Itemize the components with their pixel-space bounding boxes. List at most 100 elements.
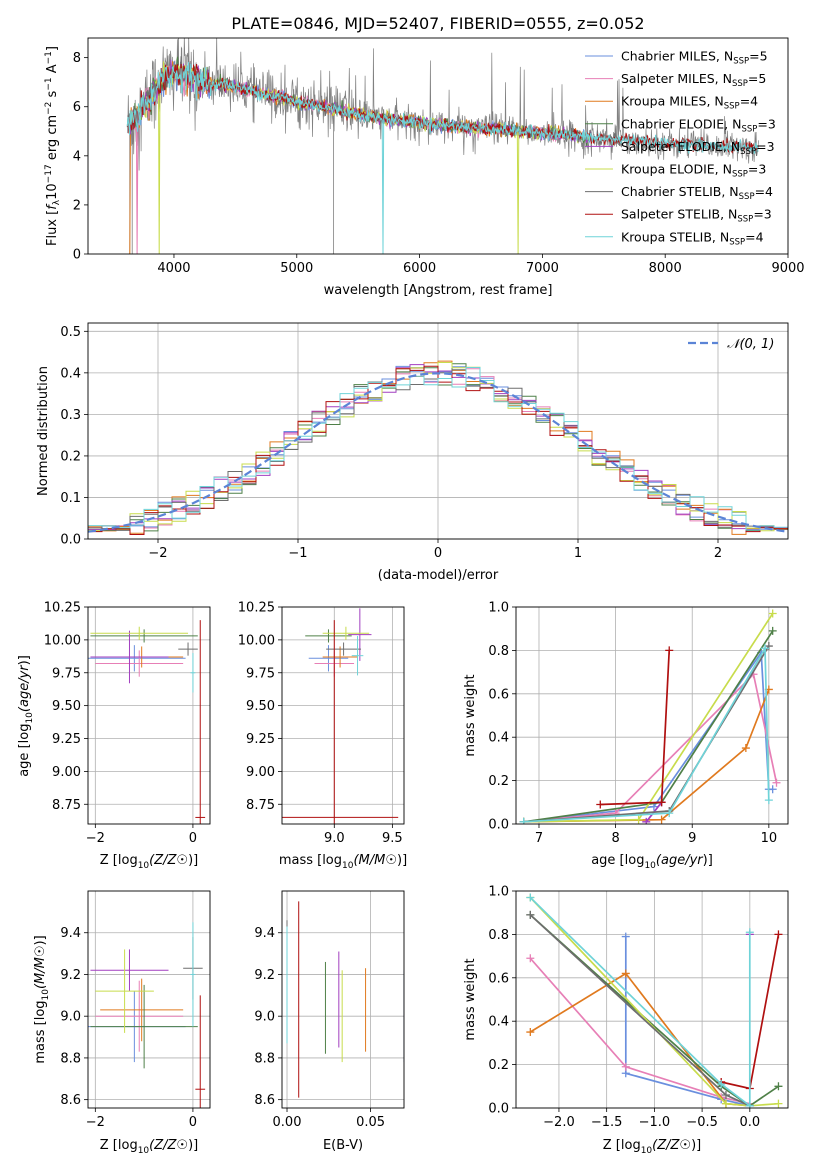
x-tick-label: −1.5	[591, 1115, 623, 1130]
normal-curve	[88, 372, 788, 533]
legend-label-chabrier-miles: Chabrier MILES, NSSP=5	[621, 49, 768, 67]
series-line	[523, 613, 774, 823]
point-marker	[774, 930, 783, 939]
series-line	[523, 645, 770, 823]
errorbar-kroupa-elodie	[95, 949, 154, 1033]
y-tick-label: 0.2	[60, 449, 81, 464]
point-marker	[721, 1090, 730, 1099]
point-marker	[741, 744, 750, 753]
x-axis-label: (data-model)/error	[378, 568, 499, 583]
legend-label-chabrier-elodie: Chabrier ELODIE, NSSP=3	[621, 116, 776, 134]
y-tick-label: 0.3	[60, 408, 81, 423]
axes-frame	[281, 606, 405, 825]
errorbar-kroupa-stelib	[351, 635, 364, 676]
axes-frame	[87, 322, 789, 540]
errorbar-chabrier-miles	[88, 645, 186, 672]
y-tick-label: 0.4	[488, 731, 509, 746]
y-tick-label: 8.8	[254, 1051, 275, 1066]
axes-frame	[281, 890, 405, 1109]
y-tick-label: 0.6	[488, 971, 509, 986]
panel-age-vs-mass: 9.0 9.5 8.75 9.00 9.25 9.50 9.75 10.00 10.25 mass…	[238, 601, 407, 872]
point-marker	[526, 910, 535, 919]
point-marker	[772, 778, 781, 787]
legend-label-kroupa-stelib: Kroupa STELIB, NSSP=4	[621, 229, 764, 247]
series-line	[523, 689, 770, 823]
panel-mass-vs-ebv: 0.00 0.05 8.6 8.8 9.0 9.2 9.4 E(B-V)	[254, 890, 405, 1153]
point-marker	[519, 817, 528, 824]
y-tick-label: 6	[73, 100, 81, 115]
plot-area	[88, 360, 788, 535]
y-tick-label: 9.2	[60, 968, 81, 983]
y-tick-label: 4	[73, 149, 81, 164]
legend-label-salpeter-stelib: Salpeter STELIB, NSSP=3	[621, 207, 772, 225]
y-tick-label: 9.4	[254, 926, 275, 941]
x-tick-label: −1.0	[639, 1115, 671, 1130]
point-marker	[642, 817, 651, 824]
legend-label-salpeter-miles: Salpeter MILES, NSSP=5	[621, 71, 766, 89]
x-tick-label: −2	[148, 546, 167, 561]
x-axis-label: Z [log10(Z/Z☉)]	[100, 1138, 198, 1156]
series-line	[529, 896, 779, 1107]
y-tick-label: 0.2	[488, 774, 509, 789]
x-tick-label: 8000	[649, 261, 682, 276]
y-tick-label: 8.8	[60, 1051, 81, 1066]
y-tick-label: 0.8	[488, 644, 509, 659]
series-line	[523, 645, 770, 823]
spectrum-legend: Chabrier MILES, NSSP=5 Salpeter MILES, NS…	[585, 49, 776, 247]
series-kroupa-elodie	[519, 609, 777, 824]
point-marker	[761, 644, 770, 653]
y-axis-label: Normed distribution	[36, 366, 51, 496]
point-marker	[665, 809, 674, 818]
axes-frame	[87, 890, 211, 1109]
y-tick-label: 8.75	[52, 798, 81, 813]
y-tick-label: 10.25	[238, 601, 275, 616]
x-tick-label: −2	[86, 831, 105, 846]
series-line	[523, 630, 774, 823]
point-marker	[721, 1099, 730, 1108]
plot-area	[286, 901, 404, 1098]
x-tick-label: 4000	[157, 261, 190, 276]
y-tick-label: 9.75	[52, 666, 81, 681]
y-tick-label: 9.75	[246, 666, 275, 681]
x-tick-label: −0.5	[686, 1115, 718, 1130]
axes-frame	[515, 606, 789, 825]
point-marker	[634, 815, 643, 824]
x-tick-label: 8	[611, 831, 619, 846]
series-chabrier-elodie	[519, 626, 777, 824]
x-tick-label: −1	[288, 546, 307, 561]
series-line	[529, 896, 751, 1108]
grid-lines	[282, 891, 404, 1108]
point-marker	[526, 954, 535, 963]
errorbar-salpeter-stelib	[195, 620, 206, 824]
x-tick-label: 7000	[526, 261, 559, 276]
errorbar-chabrier-stelib	[326, 642, 362, 656]
errorbar-salpeter-miles	[95, 980, 184, 1052]
y-tick-label: 0.5	[60, 325, 81, 340]
errorbar-kroupa-stelib	[190, 653, 196, 693]
series-line	[600, 650, 671, 806]
panel-weight-vs-age: 7 8 9 10 0.0 0.2 0.4 0.6 0.8 1.0 age [log10(age/yr…	[463, 601, 789, 871]
plot-area	[126, 38, 759, 254]
point-marker	[657, 798, 666, 807]
point-marker	[774, 1099, 783, 1108]
series-line	[523, 672, 778, 823]
figure-title: PLATE=0846, MJD=52407, FIBERID=0555, z=0…	[231, 14, 644, 33]
y-tick-label: 10.25	[44, 601, 81, 616]
x-tick-label: 5000	[280, 261, 313, 276]
errorbar-chabrier-elodie	[90, 629, 198, 643]
x-tick-label: 9	[688, 831, 696, 846]
x-axis-label: E(B-V)	[323, 1138, 363, 1153]
errorbar-kroupa-miles	[100, 978, 184, 1042]
x-tick-label: −2.0	[543, 1115, 575, 1130]
x-tick-label: 0	[189, 1115, 197, 1130]
x-tick-label: 10	[761, 831, 778, 846]
y-tick-label: 10.00	[44, 633, 81, 648]
plot-area	[282, 608, 399, 824]
point-marker	[745, 928, 754, 937]
plot-area	[519, 609, 781, 824]
y-axis-label: age [log10(age/yr)]	[17, 655, 35, 777]
x-tick-label: −2	[86, 1115, 105, 1130]
y-axis-label: mass [log10(M/M☉)]	[33, 935, 51, 1063]
point-marker	[774, 1082, 783, 1091]
